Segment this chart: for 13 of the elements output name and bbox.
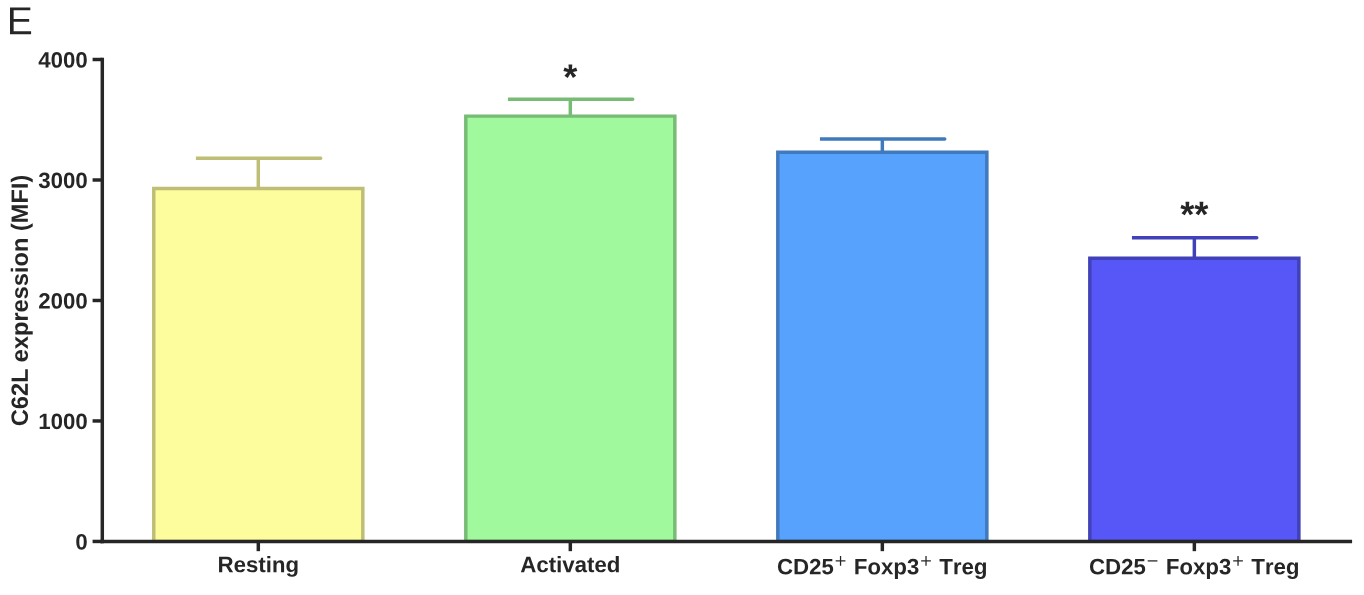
x-tick-label: Activated (520, 556, 619, 573)
y-tick-label: 3000 (38, 172, 87, 189)
text: E (10, 7, 32, 35)
y-tick-label: 2000 (39, 293, 87, 309)
y-axis-title: C62L expression (MFI) (10, 175, 33, 426)
y-tick-label: 4000 (38, 52, 87, 68)
x-tick-label: Resting (219, 556, 298, 577)
annotation: ** (1180, 201, 1209, 216)
x-tick-label: CD25$^{+}$ Foxp3$^{+}$ Treg (777, 556, 986, 579)
y-tick-label: 0 (76, 533, 87, 550)
annotation: * (563, 64, 578, 78)
x-tick-label: CD25$^{−}$ Foxp3$^{+}$ Treg (1089, 556, 1298, 579)
y-tick-label: 1000 (39, 413, 87, 430)
